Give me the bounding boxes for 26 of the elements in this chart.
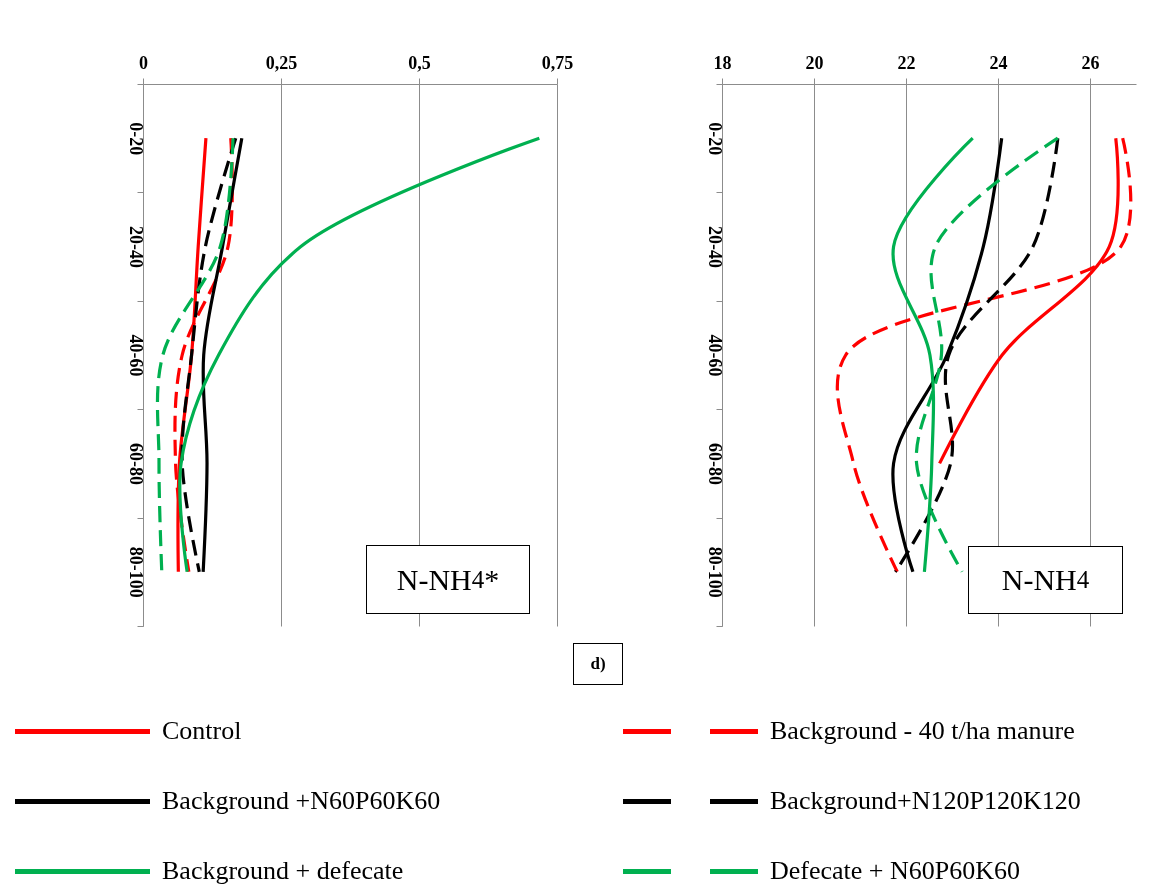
legend-label: Background +N60P60K60 bbox=[162, 786, 441, 816]
legend-label: Background - 40 t/ha manure bbox=[770, 716, 1075, 746]
legend-label: Control bbox=[162, 716, 242, 746]
x-tick-label: 0,25 bbox=[265, 52, 298, 73]
y-tick-label: 40-60 bbox=[704, 334, 725, 377]
y-tick-label: 0-20 bbox=[704, 122, 725, 156]
y-tick-label: 20-40 bbox=[704, 226, 725, 269]
y-tick-label: 20-40 bbox=[125, 226, 146, 269]
y-tick-label: 0-20 bbox=[125, 122, 146, 156]
x-tick-label: 0 bbox=[139, 52, 148, 73]
legend-label: Background + defecate bbox=[162, 856, 404, 886]
x-tick-label: 0,75 bbox=[541, 52, 574, 73]
x-tick-label: 22 bbox=[897, 52, 916, 73]
x-tick-label: 20 bbox=[805, 52, 824, 73]
x-tick-label: 26 bbox=[1081, 52, 1100, 73]
y-tick-label: 80-100 bbox=[704, 546, 725, 598]
y-tick-label: 80-100 bbox=[125, 546, 146, 598]
x-tick-label: 24 bbox=[989, 52, 1008, 73]
text: d) bbox=[573, 643, 623, 685]
x-tick-label: 0,5 bbox=[408, 52, 431, 73]
y-tick-label: 60-80 bbox=[704, 442, 725, 485]
legend-label: Defecate + N60P60K60 bbox=[770, 856, 1021, 886]
y-tick-label: 40-60 bbox=[125, 334, 146, 377]
x-tick-label: 18 bbox=[713, 52, 732, 73]
y-tick-label: 60-80 bbox=[125, 442, 146, 485]
legend-label: Background+N120P120K120 bbox=[770, 786, 1081, 816]
